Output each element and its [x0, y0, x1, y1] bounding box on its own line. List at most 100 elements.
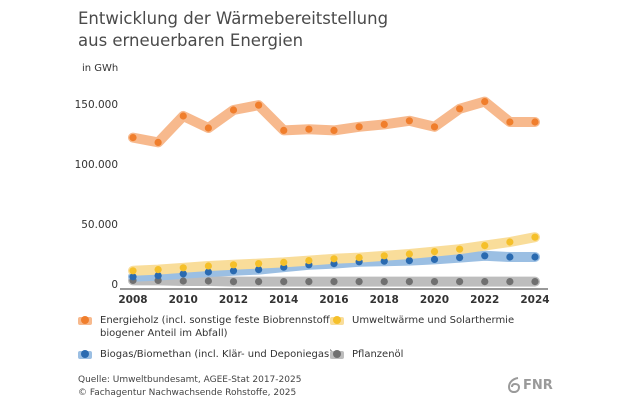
- data-point-oel: [229, 278, 238, 286]
- data-point-umwelt: [430, 248, 439, 256]
- data-point-oel: [481, 278, 489, 286]
- fnr-logo: FNR: [508, 377, 553, 393]
- data-point-oel: [380, 278, 388, 286]
- data-point-oel: [405, 278, 413, 286]
- data-point-biogas: [154, 272, 162, 280]
- data-point-umwelt: [154, 266, 162, 274]
- data-point-umwelt: [456, 245, 464, 253]
- data-point-holz: [229, 106, 238, 114]
- data-point-oel: [204, 277, 212, 285]
- data-point-holz: [355, 123, 363, 131]
- data-point-holz: [129, 134, 137, 142]
- data-point-holz: [255, 101, 263, 109]
- data-point-umwelt: [229, 261, 238, 269]
- data-point-holz: [204, 124, 212, 132]
- data-point-biogas: [179, 270, 187, 278]
- data-point-biogas: [456, 254, 464, 262]
- data-point-biogas: [380, 257, 388, 265]
- x-tick-label: 2018: [370, 294, 399, 306]
- data-point-holz: [154, 138, 162, 146]
- title-line-1: Entwicklung der Wärmebereitstellung: [78, 9, 389, 28]
- y-tick-label: 0: [111, 279, 118, 291]
- legend: Energieholz (incl. sonstige feste Biobre…: [78, 314, 618, 374]
- data-point-biogas: [129, 273, 137, 281]
- x-tick-label: 2008: [118, 294, 147, 306]
- data-point-oel: [506, 278, 514, 286]
- data-point-holz: [531, 118, 539, 126]
- data-point-umwelt: [531, 233, 539, 241]
- chart-title: Entwicklung der Wärmebereitstellung aus …: [78, 8, 388, 52]
- data-point-oel: [355, 278, 363, 286]
- data-point-oel: [531, 278, 539, 286]
- legend-label-pflanzenoel: Pflanzenöl: [352, 349, 404, 360]
- data-point-holz: [405, 117, 413, 125]
- source-line-2: © Fachagentur Nachwachsende Rohstoffe, 2…: [78, 388, 297, 398]
- data-point-oel: [305, 278, 313, 286]
- data-point-umwelt: [280, 258, 288, 266]
- data-point-oel: [255, 278, 263, 286]
- data-point-biogas: [204, 268, 212, 276]
- data-point-umwelt: [405, 250, 413, 258]
- data-point-holz: [506, 118, 514, 126]
- legend-label-energieholz-1: Energieholz (incl. sonstige feste Biobre…: [100, 315, 340, 326]
- data-point-biogas: [255, 266, 263, 274]
- x-tick-label: 2022: [470, 294, 499, 306]
- data-point-oel: [179, 277, 187, 285]
- data-point-biogas: [481, 252, 489, 260]
- data-point-holz: [430, 123, 439, 131]
- legend-swatch-umweltwaerme: [330, 316, 344, 325]
- data-point-holz: [456, 105, 464, 113]
- data-point-holz: [481, 98, 489, 106]
- legend-item-umweltwaerme: Umweltwärme und Solarthermie: [330, 314, 514, 327]
- data-point-umwelt: [481, 242, 489, 250]
- data-point-holz: [179, 112, 187, 120]
- legend-item-biogas: Biogas/Biomethan (incl. Klär- und Deponi…: [78, 348, 333, 361]
- data-point-umwelt: [506, 238, 514, 246]
- data-point-umwelt: [255, 260, 263, 268]
- legend-item-pflanzenoel: Pflanzenöl: [330, 348, 403, 361]
- y-unit-label: in GWh: [82, 63, 119, 74]
- data-point-holz: [280, 126, 288, 134]
- y-tick-label: 150.000: [75, 99, 118, 111]
- x-tick-label: 2012: [219, 294, 248, 306]
- logo-text: FNR: [523, 377, 553, 393]
- data-point-biogas: [531, 253, 539, 261]
- legend-swatch-biogas: [78, 350, 92, 359]
- legend-item-energieholz: Energieholz (incl. sonstige feste Biobre…: [78, 314, 339, 340]
- x-tick-label: 2016: [319, 294, 348, 306]
- y-tick-label: 50.000: [81, 219, 118, 231]
- data-point-biogas: [430, 255, 439, 263]
- data-point-umwelt: [129, 267, 137, 275]
- source-line-1: Quelle: Umweltbundesamt, AGEE-Stat 2017-…: [78, 375, 302, 385]
- data-point-holz: [305, 125, 313, 133]
- data-point-biogas: [229, 267, 238, 275]
- data-point-oel: [430, 278, 439, 286]
- source-note: Quelle: Umweltbundesamt, AGEE-Stat 2017-…: [78, 374, 301, 400]
- legend-swatch-pflanzenoel: [330, 350, 344, 359]
- data-point-biogas: [506, 253, 514, 261]
- data-point-umwelt: [305, 257, 313, 265]
- y-tick-label: 100.000: [75, 159, 118, 171]
- x-tick-label: 2020: [420, 294, 449, 306]
- data-point-umwelt: [330, 255, 338, 263]
- data-point-umwelt: [355, 254, 363, 262]
- line-chart: 0 50.000 100.000 150.000 2008 2010 2012 2014 201…: [75, 96, 550, 306]
- data-point-oel: [330, 278, 338, 286]
- data-point-holz: [380, 120, 388, 128]
- data-point-oel: [456, 278, 464, 286]
- x-tick-label: 2024: [520, 294, 549, 306]
- data-point-holz: [330, 126, 338, 134]
- legend-swatch-energieholz: [78, 316, 92, 325]
- data-point-umwelt: [204, 262, 212, 270]
- series-band-holz: [128, 96, 540, 148]
- x-tick-label: 2010: [169, 294, 198, 306]
- legend-label-biogas: Biogas/Biomethan (incl. Klär- und Deponi…: [100, 349, 334, 360]
- data-point-umwelt: [179, 264, 187, 272]
- x-tick-label: 2014: [269, 294, 298, 306]
- data-point-biogas: [405, 257, 413, 265]
- legend-label-energieholz-2: biogener Anteil im Abfall): [100, 328, 228, 339]
- leaf-icon: [508, 377, 520, 393]
- legend-label-umweltwaerme: Umweltwärme und Solarthermie: [352, 315, 515, 326]
- title-line-2: aus erneuerbaren Energien: [78, 31, 304, 50]
- data-point-umwelt: [380, 252, 388, 260]
